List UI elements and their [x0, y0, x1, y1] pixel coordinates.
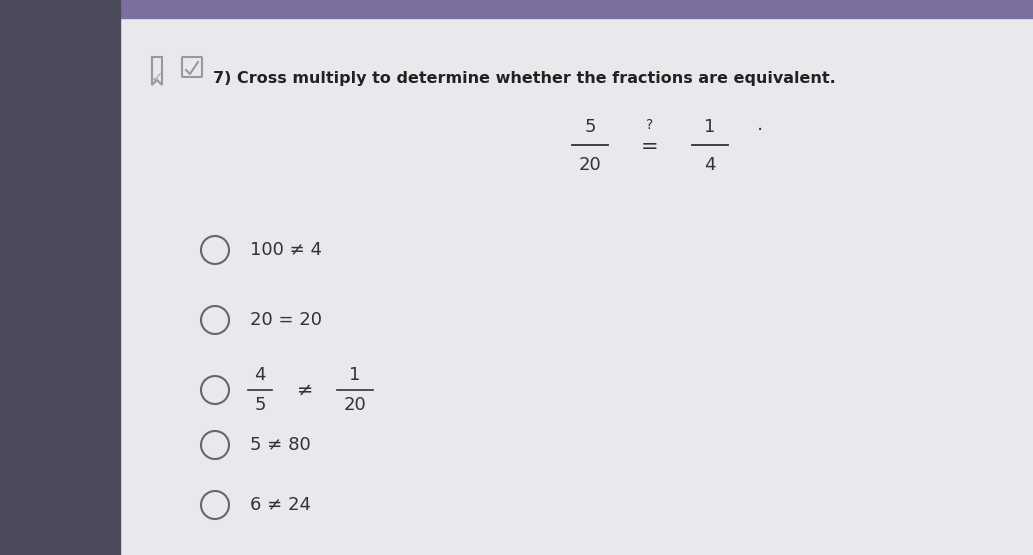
Text: =: = — [641, 137, 659, 157]
Text: ≠: ≠ — [296, 381, 313, 400]
Text: 5: 5 — [585, 118, 596, 136]
Text: ?: ? — [647, 118, 654, 132]
Text: 7) Cross multiply to determine whether the fractions are equivalent.: 7) Cross multiply to determine whether t… — [213, 70, 836, 85]
Text: 20: 20 — [344, 396, 367, 414]
Text: 4: 4 — [254, 366, 265, 384]
Bar — [0, 0, 1033, 18]
Text: 20: 20 — [578, 156, 601, 174]
Text: 100 ≠ 4: 100 ≠ 4 — [250, 241, 322, 259]
Text: 1: 1 — [705, 118, 716, 136]
Bar — [120, 18, 1033, 555]
Text: 1: 1 — [349, 366, 361, 384]
Text: 4: 4 — [705, 156, 716, 174]
Text: 6 ≠ 24: 6 ≠ 24 — [250, 496, 311, 514]
Text: .: . — [757, 115, 763, 134]
Text: 5: 5 — [254, 396, 265, 414]
Text: ✓: ✓ — [151, 70, 163, 85]
Text: 20 = 20: 20 = 20 — [250, 311, 322, 329]
Text: 5 ≠ 80: 5 ≠ 80 — [250, 436, 311, 454]
Bar — [0, 0, 120, 555]
